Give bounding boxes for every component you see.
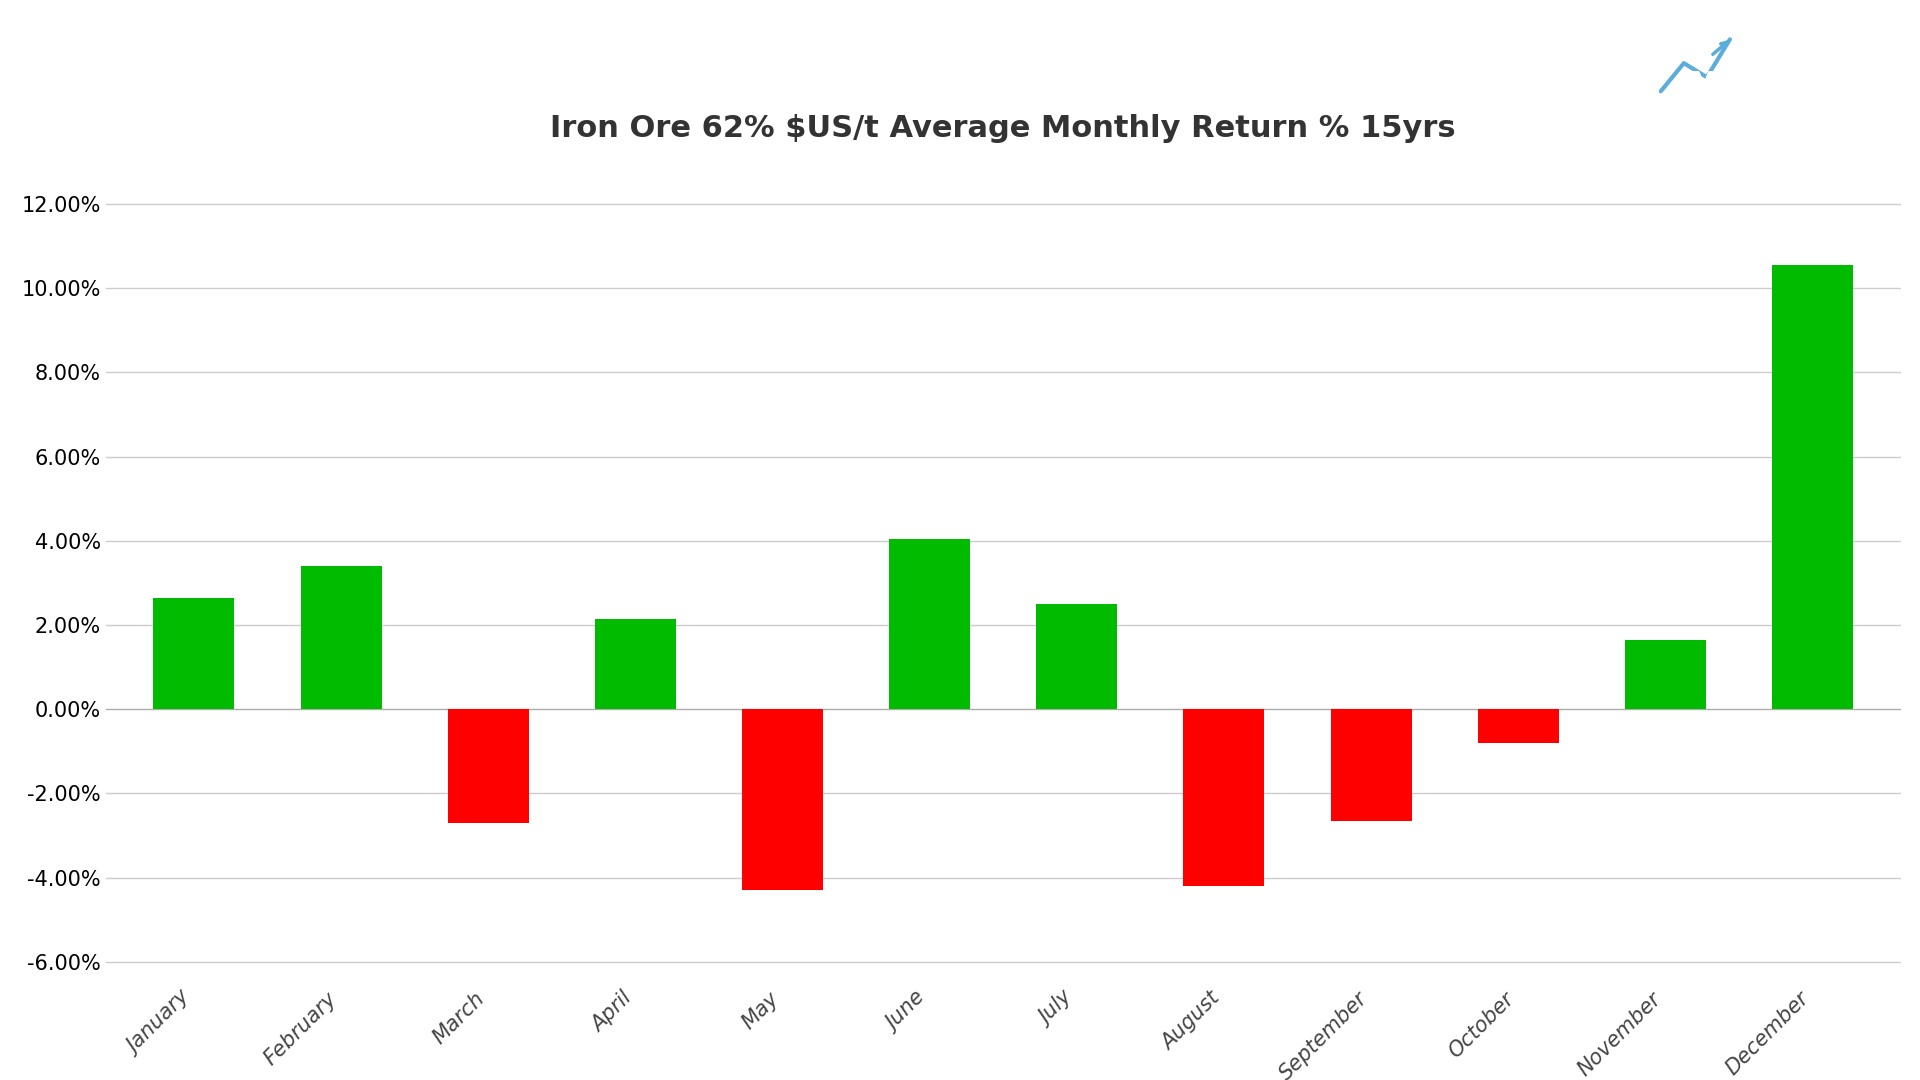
Bar bbox=[595, 619, 676, 710]
Bar bbox=[1183, 710, 1265, 886]
Bar bbox=[301, 566, 382, 710]
Text: Iron Ore 62% Fe $US/t (SGX) Seasonality: Iron Ore 62% Fe $US/t (SGX) Seasonality bbox=[42, 49, 1064, 92]
Bar bbox=[1772, 265, 1853, 710]
Text: Market Index: Market Index bbox=[1690, 70, 1897, 98]
Bar bbox=[889, 539, 970, 710]
Bar bbox=[741, 710, 824, 890]
Bar bbox=[154, 597, 234, 710]
Bar bbox=[1331, 710, 1411, 821]
Bar bbox=[1478, 710, 1559, 743]
Bar bbox=[447, 710, 528, 823]
Bar bbox=[1037, 604, 1117, 710]
Title: Iron Ore 62% $US/t Average Monthly Return % 15yrs: Iron Ore 62% $US/t Average Monthly Retur… bbox=[551, 114, 1455, 143]
Bar bbox=[1624, 639, 1705, 710]
